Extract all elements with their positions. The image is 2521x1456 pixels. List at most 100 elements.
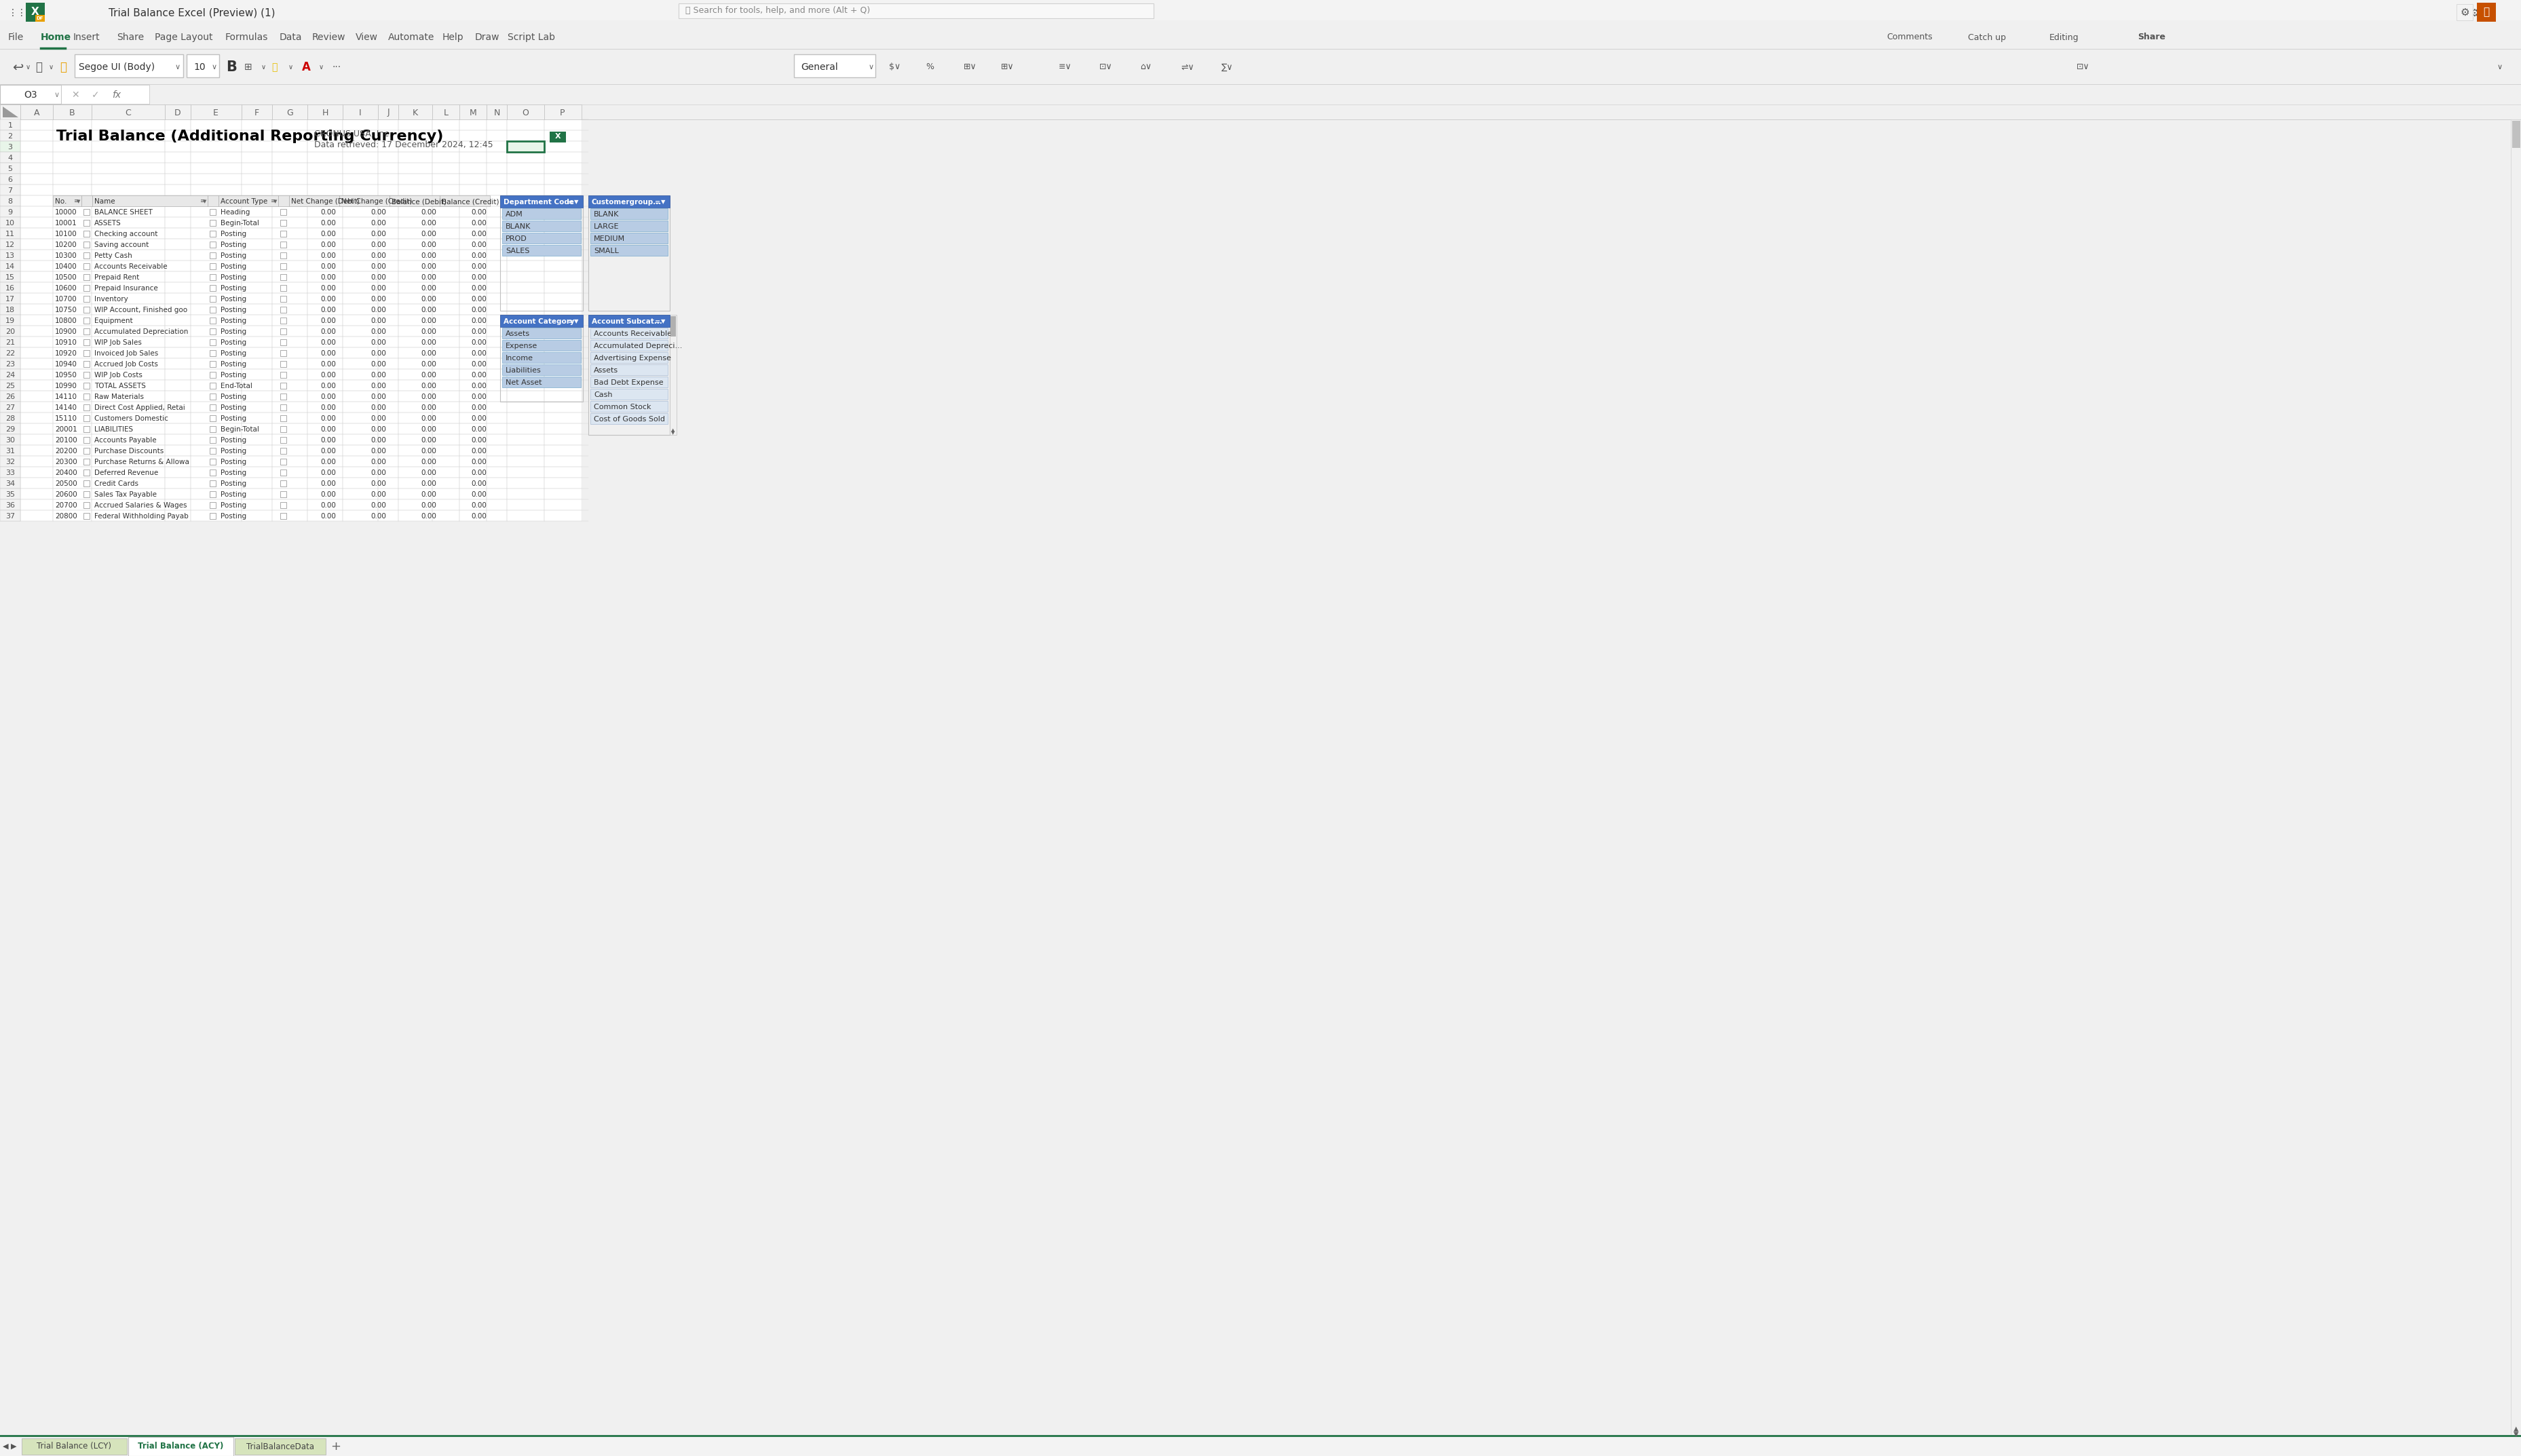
Bar — [0, 1436, 2521, 1456]
Text: ≡: ≡ — [199, 198, 204, 204]
Bar — [280, 393, 287, 399]
Text: 15110: 15110 — [55, 415, 78, 422]
Text: 0.00: 0.00 — [471, 427, 487, 432]
Text: 0.00: 0.00 — [371, 393, 386, 400]
Bar — [590, 245, 668, 256]
Bar — [192, 314, 242, 326]
Bar — [507, 314, 545, 326]
Text: ⊞∨: ⊞∨ — [1001, 63, 1013, 71]
Bar — [272, 467, 308, 478]
Text: 31: 31 — [5, 448, 15, 454]
Text: ↩: ↩ — [13, 61, 23, 74]
Bar — [545, 467, 582, 478]
Bar — [0, 293, 20, 304]
Bar — [378, 456, 398, 467]
Bar — [308, 130, 343, 141]
Text: 0.00: 0.00 — [421, 285, 436, 291]
Bar — [272, 141, 308, 151]
Bar — [20, 424, 53, 434]
Text: 🎨: 🎨 — [272, 63, 277, 71]
Bar — [280, 329, 287, 335]
Bar — [277, 195, 290, 207]
Bar — [308, 261, 343, 271]
Text: Posting: Posting — [219, 405, 247, 411]
Text: F: F — [255, 108, 260, 116]
Text: 0.00: 0.00 — [421, 502, 436, 508]
Bar — [242, 119, 272, 130]
Bar — [2476, 3, 2496, 22]
Text: 0.00: 0.00 — [320, 339, 335, 347]
Text: 0.00: 0.00 — [320, 513, 335, 520]
Text: 0.00: 0.00 — [421, 383, 436, 389]
Bar — [0, 510, 20, 521]
Text: fx: fx — [111, 90, 121, 99]
Text: L: L — [444, 108, 449, 116]
Text: 30: 30 — [5, 437, 15, 444]
Bar — [209, 427, 217, 432]
Bar — [272, 151, 308, 163]
Text: ⊡∨: ⊡∨ — [1099, 63, 1112, 71]
Bar — [83, 448, 91, 454]
Bar — [209, 242, 217, 248]
Bar — [343, 412, 378, 424]
Bar — [91, 141, 164, 151]
Bar — [53, 499, 91, 510]
Text: 29: 29 — [5, 427, 15, 432]
Text: Script Lab: Script Lab — [507, 32, 555, 42]
Bar — [53, 261, 91, 271]
Bar — [272, 402, 308, 412]
Bar — [545, 434, 582, 446]
Bar — [280, 274, 287, 280]
Bar — [398, 261, 431, 271]
Bar — [487, 434, 507, 446]
Bar — [507, 446, 545, 456]
Text: 0.00: 0.00 — [471, 480, 487, 488]
Text: A: A — [303, 61, 310, 73]
Text: 0.00: 0.00 — [371, 405, 386, 411]
Bar — [192, 261, 242, 271]
Text: 0.00: 0.00 — [320, 329, 335, 335]
Bar — [0, 84, 2521, 105]
Bar — [0, 326, 20, 336]
Text: 0.00: 0.00 — [421, 405, 436, 411]
Text: ∑∨: ∑∨ — [1220, 63, 1233, 71]
Bar — [545, 478, 582, 489]
Bar — [308, 489, 343, 499]
Bar — [398, 390, 431, 402]
Bar — [507, 412, 545, 424]
Bar — [53, 105, 91, 119]
Text: Trial Balance (Additional Reporting Currency): Trial Balance (Additional Reporting Curr… — [55, 130, 444, 143]
Bar — [192, 326, 242, 336]
Bar — [0, 130, 20, 141]
Bar — [343, 229, 378, 239]
Bar — [308, 195, 343, 207]
Bar — [308, 499, 343, 510]
Bar — [545, 314, 582, 326]
Bar — [164, 456, 192, 467]
Bar — [459, 499, 487, 510]
Bar — [487, 239, 507, 249]
Bar — [20, 239, 53, 249]
Bar — [507, 173, 545, 185]
Bar — [398, 217, 431, 229]
Bar — [164, 402, 192, 412]
Bar — [507, 195, 545, 207]
Bar — [91, 151, 164, 163]
Text: 0.00: 0.00 — [421, 513, 436, 520]
Text: Assets: Assets — [592, 367, 618, 374]
Text: Petty Cash: Petty Cash — [93, 252, 131, 259]
Bar — [431, 510, 459, 521]
Bar — [53, 293, 91, 304]
Bar — [272, 336, 308, 348]
Text: 10001: 10001 — [55, 220, 78, 227]
Text: 27: 27 — [5, 405, 15, 411]
Bar — [272, 489, 308, 499]
Bar — [20, 141, 53, 151]
Text: ∨: ∨ — [318, 64, 323, 70]
Text: Posting: Posting — [219, 371, 247, 379]
Bar — [209, 220, 217, 226]
Bar — [487, 293, 507, 304]
Bar — [388, 195, 439, 207]
Bar — [242, 151, 272, 163]
Bar — [0, 314, 20, 326]
